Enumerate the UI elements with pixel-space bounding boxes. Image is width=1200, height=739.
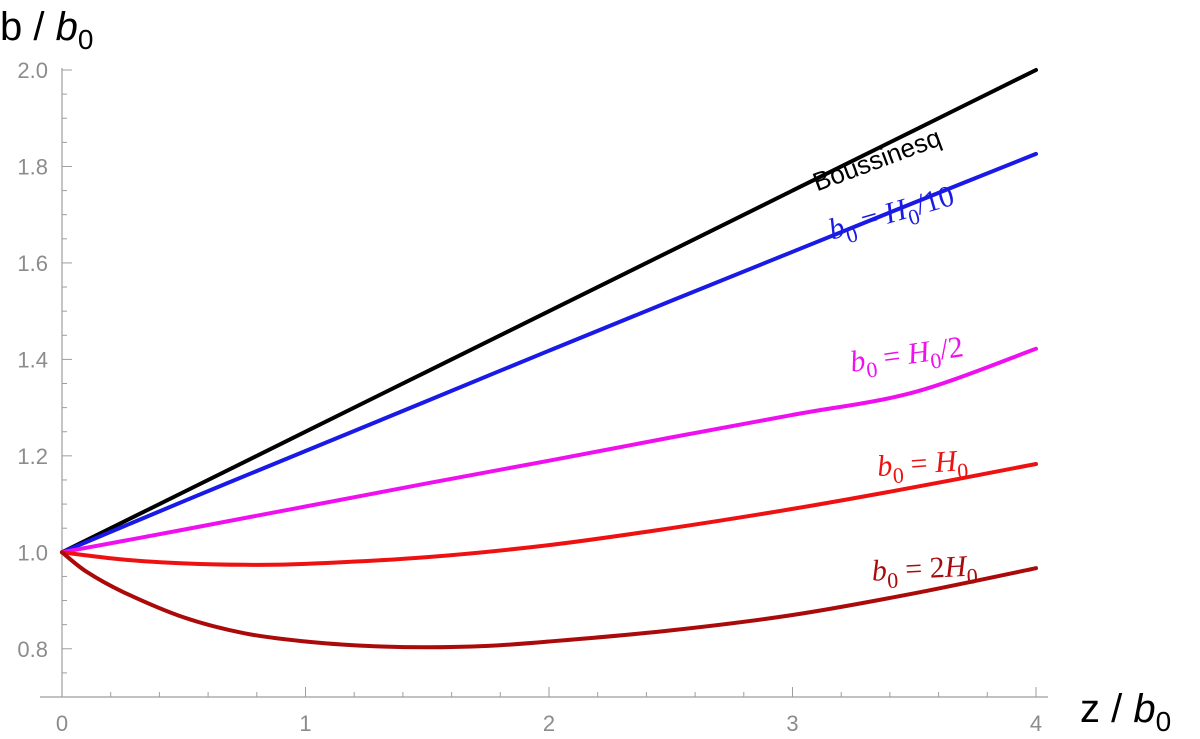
series-line-h0 [60, 462, 1038, 567]
series-line-h0-over-2 [60, 346, 1038, 555]
x-ticks: 0 1 2 3 4 [56, 687, 1042, 736]
series-lines [60, 68, 1038, 650]
y-ticks: 0.8 1.0 1.2 1.4 1.6 1.8 2.0 [17, 58, 72, 698]
x-tick-label: 1 [299, 711, 311, 736]
series-label-h0-over-2: b0 = H0/2 [848, 330, 966, 384]
series-line-h0-over-10 [60, 151, 1038, 555]
y-tick-label: 1.2 [17, 444, 48, 469]
x-tick-label: 2 [543, 711, 555, 736]
y-tick-label: 1.0 [17, 540, 48, 565]
y-tick-label: 0.8 [17, 637, 48, 662]
y-axis-title: b / b0 [0, 5, 93, 55]
x-axis-title: z / b0 [1080, 687, 1171, 737]
series-label-h0-over-10: b0 = H0/10 [825, 179, 960, 252]
y-tick-label: 1.8 [17, 154, 48, 179]
series-line-2h0 [60, 550, 1038, 650]
series-line-boussinesq [60, 68, 1038, 555]
y-tick-label: 2.0 [17, 58, 48, 83]
x-tick-label: 0 [56, 711, 68, 736]
y-tick-label: 1.4 [17, 347, 48, 372]
y-tick-label: 1.6 [17, 251, 48, 276]
x-tick-label: 3 [786, 711, 798, 736]
series-label-2h0: b0 = 2H0 [871, 549, 978, 593]
series-label-h0: b0 = H0 [876, 444, 969, 489]
x-tick-label: 4 [1030, 711, 1042, 736]
